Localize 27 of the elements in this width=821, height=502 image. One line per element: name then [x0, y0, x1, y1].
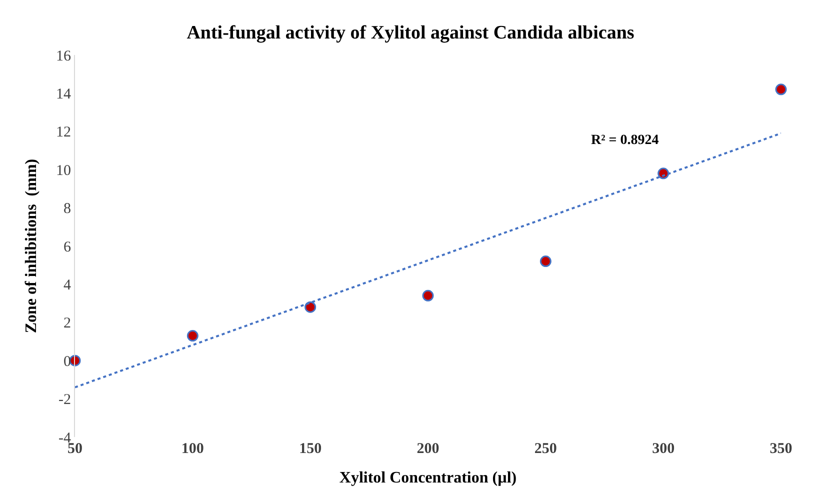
x-tick-label: 100: [181, 441, 204, 457]
y-tick-label: -2: [58, 392, 71, 408]
x-tick-label: 300: [652, 441, 675, 457]
point: [422, 290, 434, 302]
y-tick-label: 6: [64, 239, 72, 256]
y-tick-label: 16: [56, 48, 72, 64]
y-tick-label: 10: [56, 162, 71, 179]
annotation: R² = 0.8924: [591, 133, 659, 148]
y-axis-title: Zone of inhibitions (mm): [22, 158, 40, 334]
y-tick-label: 4: [64, 277, 72, 294]
x-axis-title: Xylitol Concentration (µl): [339, 470, 517, 487]
point: [540, 256, 552, 268]
y-tick-label: 0: [64, 354, 71, 370]
y-tick-label: 14: [56, 86, 72, 102]
point: [658, 168, 670, 180]
x-tick-label: 250: [534, 441, 557, 457]
y-tick-label: 12: [56, 124, 71, 141]
x-tick-label: 50: [68, 441, 82, 457]
y-tick-label: 8: [64, 201, 71, 218]
x-tick-label: 150: [299, 441, 322, 457]
y-tick-label: 2: [64, 316, 71, 332]
point: [304, 301, 316, 313]
x-tick-label: 200: [416, 441, 440, 457]
point: [775, 84, 787, 96]
chart-title: Anti-fungal activity of Xylitol against Candida albicans: [186, 22, 634, 44]
x-tick-label: 350: [770, 441, 792, 457]
point: [186, 330, 198, 342]
